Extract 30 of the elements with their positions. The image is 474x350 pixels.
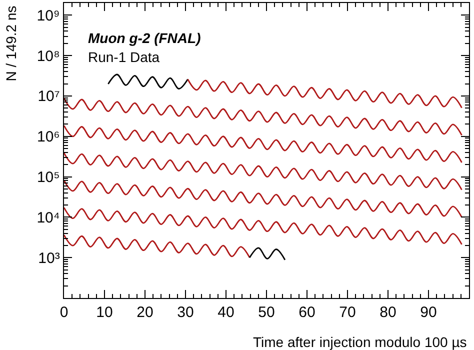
y-tick-label: 10⁶ [36, 128, 60, 146]
y-tick-label: 10⁵ [36, 169, 60, 186]
annotation: Run-1 Data [88, 49, 160, 65]
x-tick-label: 50 [258, 304, 275, 322]
annotation: Muon g-2 (FNAL) [88, 30, 202, 46]
line-series [64, 206, 462, 246]
x-tick-label: 80 [380, 304, 396, 322]
x-tick-label: 10 [96, 304, 113, 322]
x-tick-label: 60 [298, 304, 316, 322]
x-tick-label: 90 [420, 304, 437, 322]
x-tick-label: 0 [60, 304, 68, 322]
line-series [248, 247, 286, 261]
line-series [64, 98, 462, 136]
y-tick-label: 10⁴ [36, 209, 60, 226]
y-tick-label: 10³ [38, 250, 60, 267]
line-series [64, 152, 462, 191]
line-series [64, 234, 250, 258]
y-tick-label: 10⁹ [36, 7, 60, 24]
line-series [64, 124, 462, 164]
x-tick-label: 30 [177, 304, 194, 322]
x-tick-label: 70 [339, 304, 356, 322]
x-tick-label: 40 [218, 304, 234, 322]
x-tick-label: 20 [136, 304, 154, 322]
line-series [187, 78, 462, 109]
x-axis-title: Time after injection modulo 100 µs [253, 334, 467, 350]
y-tick-label: 10⁷ [38, 88, 60, 106]
y-axis-title: N / 149.2 ns [3, 6, 20, 82]
line-series [107, 74, 188, 90]
line-series [64, 180, 462, 218]
y-tick-label: 10⁸ [36, 48, 60, 65]
